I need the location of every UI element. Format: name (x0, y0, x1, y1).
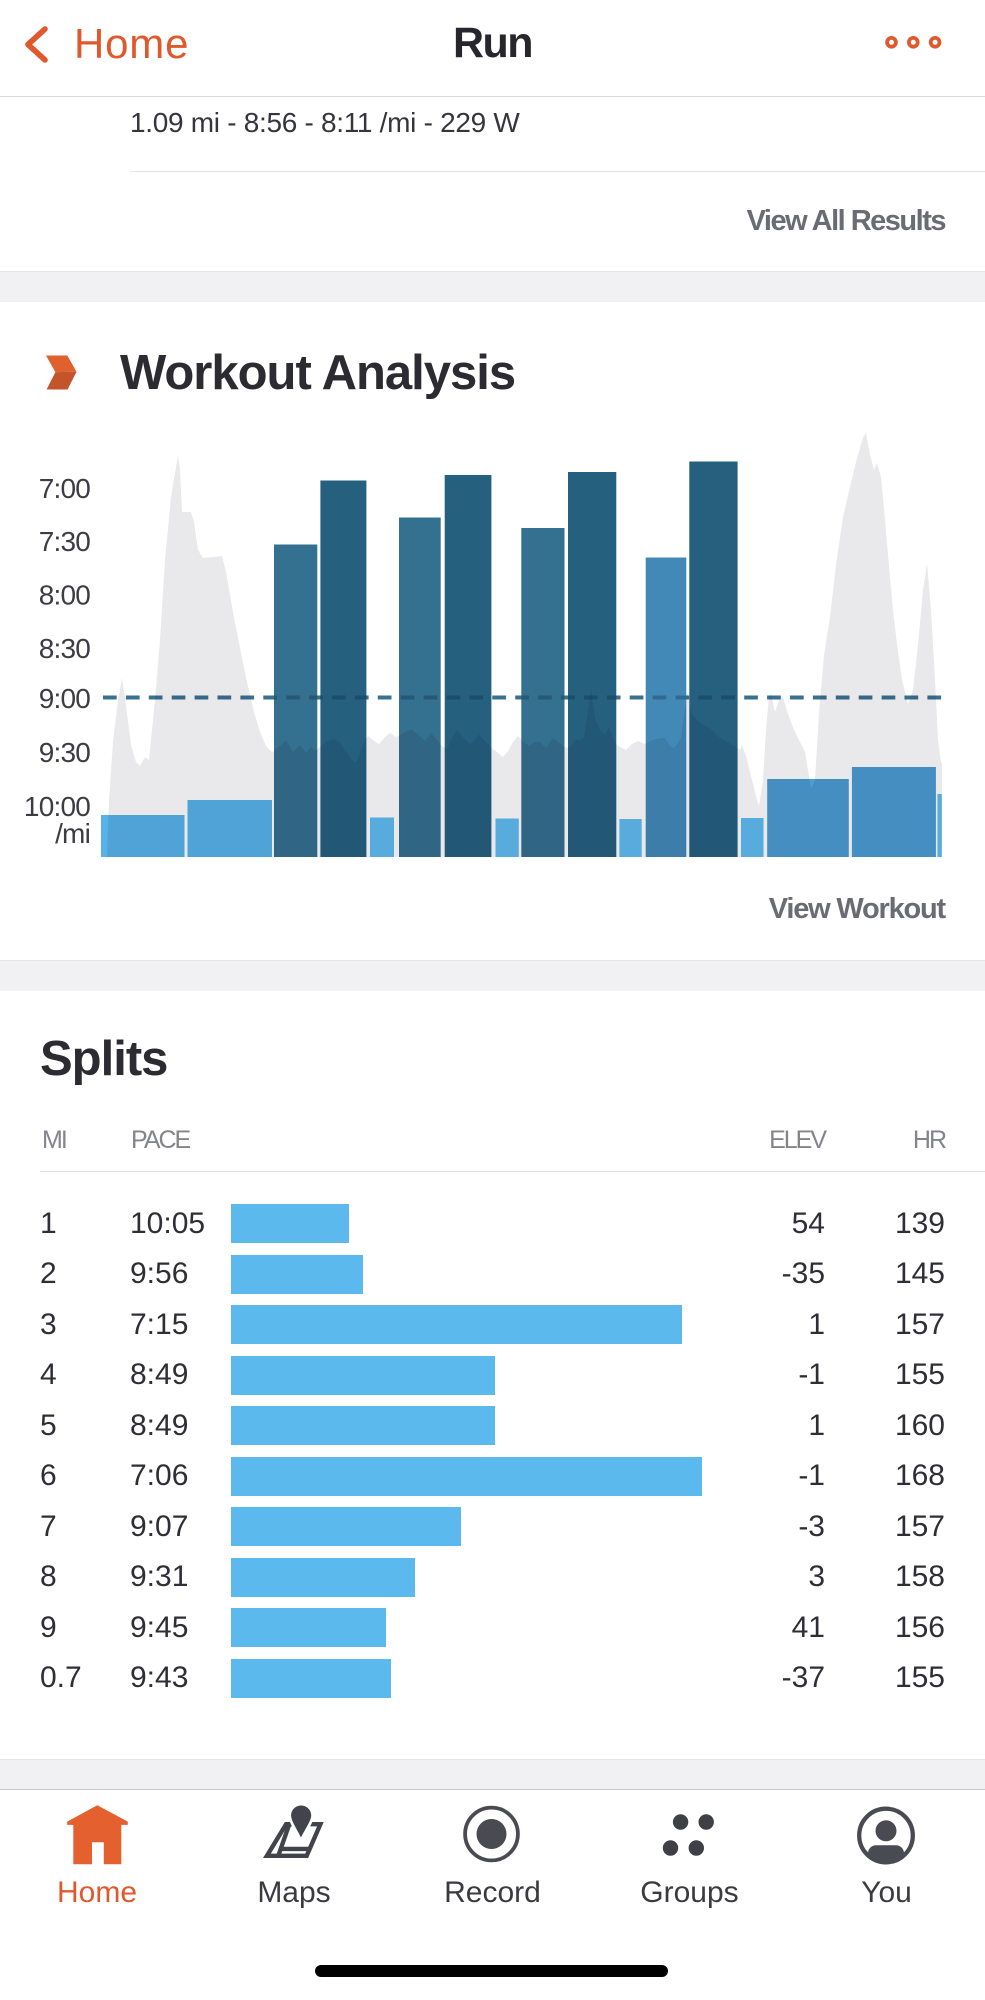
svg-text:7:30: 7:30 (39, 526, 91, 557)
svg-text:8:30: 8:30 (39, 633, 91, 664)
svg-text:9:30: 9:30 (39, 737, 91, 768)
svg-text:7:00: 7:00 (39, 473, 91, 504)
svg-text:9:00: 9:00 (39, 683, 91, 714)
svg-text:8:00: 8:00 (39, 580, 91, 611)
svg-text:10:00: 10:00 (24, 791, 90, 822)
svg-text:/mi: /mi (55, 818, 90, 849)
